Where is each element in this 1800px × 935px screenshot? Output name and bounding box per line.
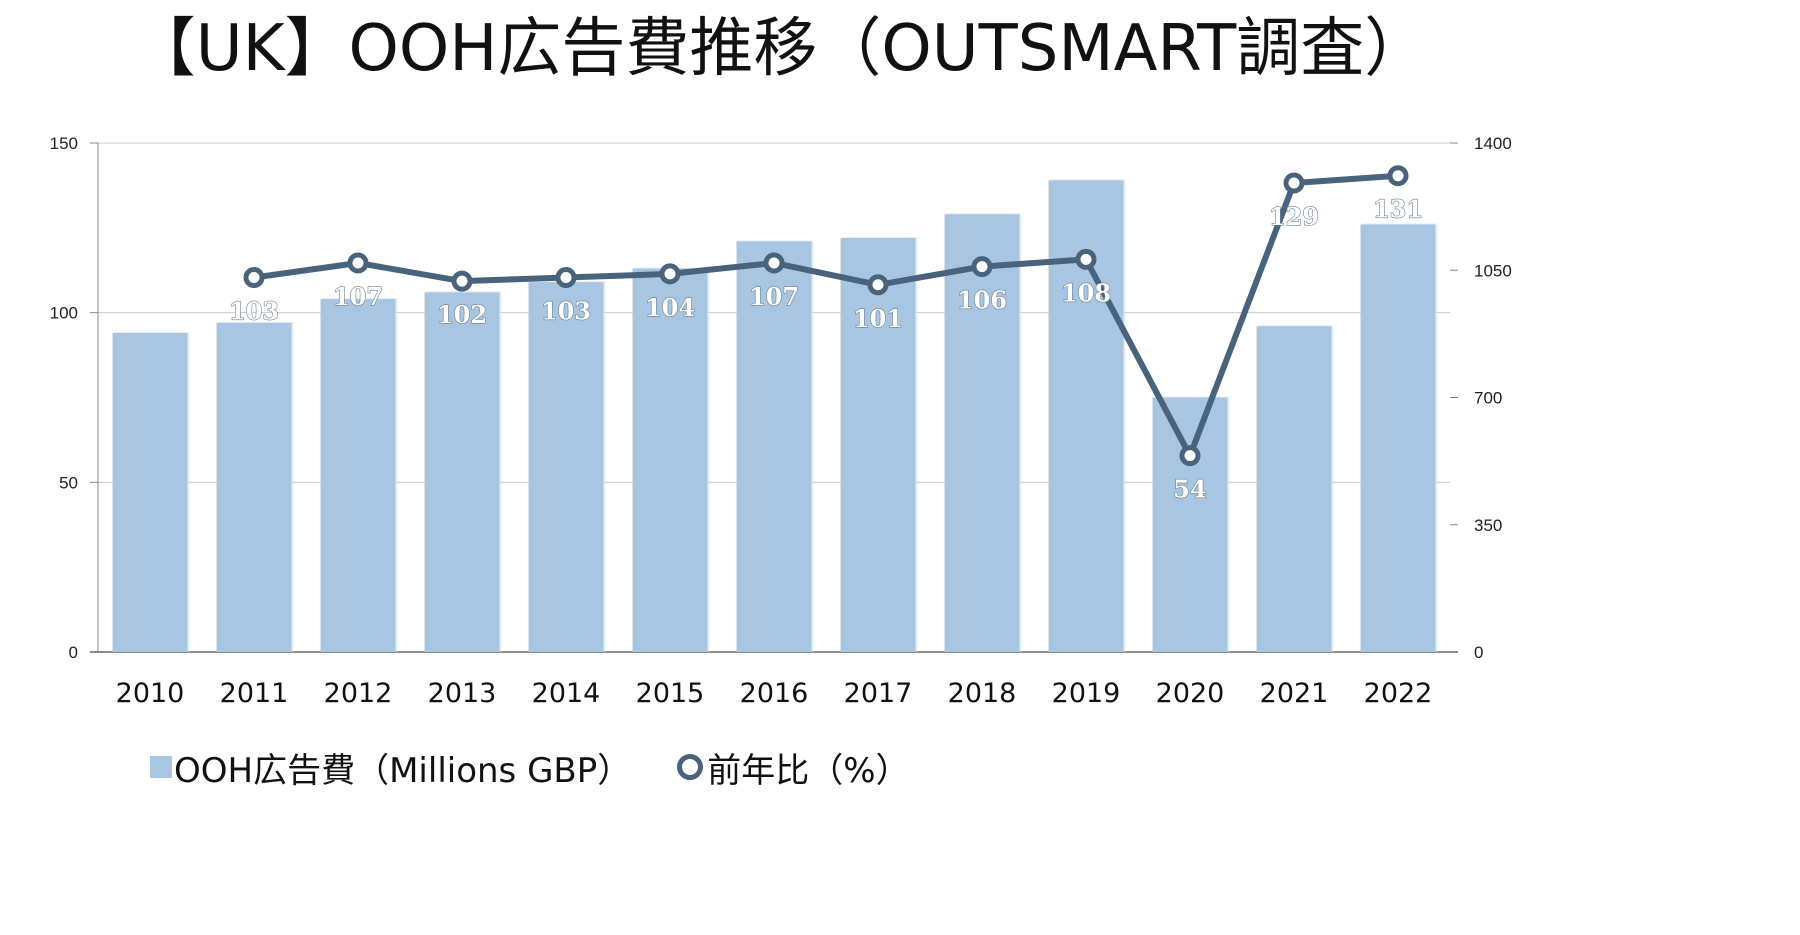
chart-legend: OOH広告費（Millions GBP） 前年比（%） [150, 742, 956, 792]
y-left-tick-label: 0 [69, 643, 78, 662]
x-tick-label: 2017 [844, 678, 913, 709]
data-label: 103 [541, 297, 591, 326]
x-tick-label: 2021 [1260, 678, 1329, 709]
data-label: 108 [1061, 278, 1111, 307]
line-point [555, 267, 577, 289]
legend-item-bar: OOH広告費（Millions GBP） [150, 743, 631, 792]
line-point [1075, 248, 1097, 270]
x-tick-label: 2014 [532, 678, 601, 709]
bar [944, 214, 1020, 652]
data-label: 103 [229, 297, 279, 326]
bar [1152, 397, 1228, 652]
line-point [1283, 172, 1305, 194]
x-tick-label: 2012 [324, 678, 393, 709]
y-right-tick-label: 700 [1474, 389, 1502, 408]
legend-item-line: 前年比（%） [677, 743, 910, 792]
line-point [451, 270, 473, 292]
line-point [867, 274, 889, 296]
y-left-tick-label: 150 [50, 134, 78, 153]
line-series [253, 172, 1399, 459]
x-tick-label: 2013 [428, 678, 497, 709]
bar [632, 268, 708, 652]
data-label: 101 [853, 304, 903, 333]
data-label: 102 [437, 300, 487, 329]
y-right-tick-label: 350 [1474, 516, 1502, 535]
x-tick-label: 2018 [948, 678, 1017, 709]
data-label: 131 [1373, 195, 1423, 224]
bar [216, 322, 292, 652]
data-label: 107 [333, 282, 383, 311]
bar [1256, 326, 1332, 652]
bar [528, 282, 604, 652]
x-tick-label: 2019 [1052, 678, 1121, 709]
x-tick-label: 2016 [740, 678, 809, 709]
x-tick-label: 2020 [1156, 678, 1225, 709]
line-point [659, 263, 681, 285]
bar [320, 299, 396, 652]
y-left-tick-label: 50 [59, 473, 78, 492]
line-point [1387, 165, 1409, 187]
line-point [243, 267, 265, 289]
y-left-tick-label: 100 [50, 304, 78, 323]
line-point [347, 252, 369, 274]
legend-swatch-bar [150, 756, 172, 778]
line-point [971, 256, 993, 278]
data-label: 107 [749, 282, 799, 311]
bar [840, 238, 916, 652]
bar [424, 292, 500, 652]
legend-label-line: 前年比（%） [707, 750, 910, 791]
legend-label-bar: OOH広告費（Millions GBP） [174, 750, 632, 791]
line-point [1179, 445, 1201, 467]
data-label: 104 [645, 293, 695, 322]
y-right-tick-label: 1050 [1474, 261, 1512, 280]
x-tick-label: 2011 [220, 678, 289, 709]
y-right-tick-label: 1400 [1474, 134, 1512, 153]
bar [112, 333, 188, 652]
x-tick-label: 2022 [1364, 678, 1433, 709]
y-right-tick-label: 0 [1474, 643, 1483, 662]
chart-title: 【UK】OOH広告費推移（OUTSMART調査） [131, 12, 1429, 86]
bar [736, 241, 812, 652]
bar [1360, 224, 1436, 652]
x-tick-label: 2015 [636, 678, 705, 709]
legend-swatch-line [677, 754, 704, 780]
data-label: 129 [1269, 202, 1319, 231]
data-label: 106 [957, 286, 1007, 315]
data-label: 54 [1173, 475, 1206, 504]
x-tick-label: 2010 [116, 678, 185, 709]
line-point [763, 252, 785, 274]
